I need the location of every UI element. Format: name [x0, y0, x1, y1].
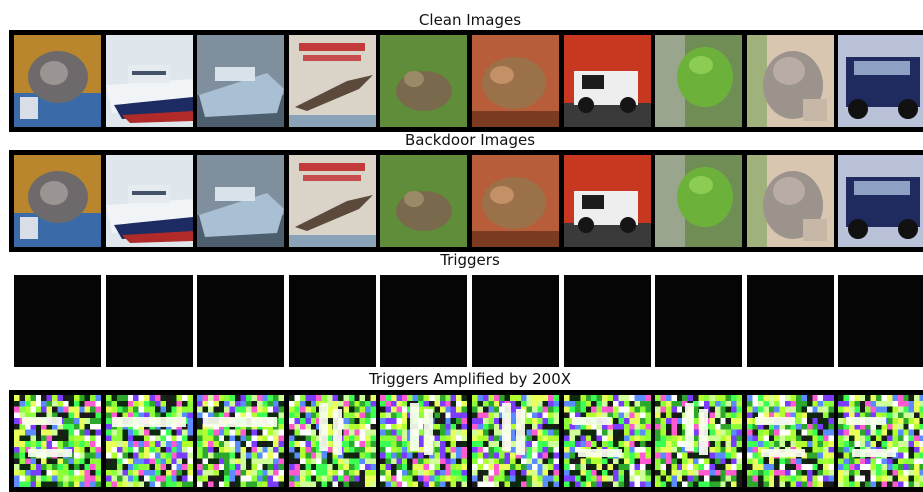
trigger-8-picture — [655, 275, 743, 367]
clean-image-2-picture — [105, 35, 193, 127]
clean-image-6-picture — [472, 35, 559, 127]
amplified-trigger-9 — [746, 395, 834, 487]
amplified-triggers-strip — [9, 390, 923, 492]
backdoor-image-10-picture — [838, 155, 923, 247]
clean-image-10-picture — [838, 35, 923, 127]
amplified-trigger-4-picture — [288, 395, 376, 487]
trigger-3-picture — [197, 275, 285, 367]
backdoor-image-4 — [288, 155, 376, 247]
amplified-trigger-3-picture — [197, 395, 285, 487]
backdoor-image-8-picture — [655, 155, 743, 247]
clean-image-1-picture — [14, 35, 101, 127]
triggers-strip — [9, 270, 923, 372]
clean-image-8 — [655, 35, 743, 127]
backdoor-image-9-picture — [746, 155, 834, 247]
backdoor-image-5-picture — [380, 155, 468, 247]
clean-image-1 — [14, 35, 101, 127]
amplified-trigger-2-picture — [105, 395, 193, 487]
clean-images-strip — [9, 30, 923, 132]
amplified-trigger-9-picture — [746, 395, 834, 487]
backdoor-images-strip — [9, 150, 923, 252]
amplified-trigger-8 — [655, 395, 743, 487]
trigger-3 — [197, 275, 285, 367]
amplified-trigger-2 — [105, 395, 193, 487]
clean-image-5 — [380, 35, 468, 127]
clean-image-3 — [197, 35, 285, 127]
trigger-10-picture — [838, 275, 923, 367]
amplified-trigger-4 — [288, 395, 376, 487]
amplified-triggers-title: Triggers Amplified by 200X — [368, 370, 572, 388]
trigger-5-picture — [380, 275, 468, 367]
trigger-4 — [288, 275, 376, 367]
trigger-7-picture — [563, 275, 651, 367]
amplified-trigger-5 — [380, 395, 468, 487]
trigger-9 — [746, 275, 834, 367]
triggers-title: Triggers — [440, 251, 500, 269]
clean-image-4 — [288, 35, 376, 127]
trigger-4-picture — [288, 275, 376, 367]
trigger-1-picture — [14, 275, 101, 367]
amplified-trigger-7 — [563, 395, 651, 487]
trigger-5 — [380, 275, 468, 367]
clean-image-9-picture — [746, 35, 834, 127]
backdoor-image-10 — [838, 155, 923, 247]
backdoor-image-2 — [105, 155, 193, 247]
trigger-2-picture — [105, 275, 193, 367]
backdoor-image-3 — [197, 155, 285, 247]
clean-image-8-picture — [655, 35, 743, 127]
backdoor-images-title: Backdoor Images — [404, 131, 536, 149]
amplified-trigger-7-picture — [563, 395, 651, 487]
clean-image-4-picture — [288, 35, 376, 127]
trigger-1 — [14, 275, 101, 367]
amplified-trigger-3 — [197, 395, 285, 487]
amplified-trigger-10-picture — [838, 395, 923, 487]
backdoor-image-8 — [655, 155, 743, 247]
clean-image-7-picture — [563, 35, 651, 127]
trigger-9-picture — [746, 275, 834, 367]
trigger-6 — [472, 275, 559, 367]
trigger-2 — [105, 275, 193, 367]
clean-images-title: Clean Images — [418, 11, 522, 29]
backdoor-image-4-picture — [288, 155, 376, 247]
amplified-trigger-1-picture — [14, 395, 101, 487]
clean-image-7 — [563, 35, 651, 127]
backdoor-image-7-picture — [563, 155, 651, 247]
clean-image-3-picture — [197, 35, 285, 127]
trigger-7 — [563, 275, 651, 367]
trigger-10 — [838, 275, 923, 367]
backdoor-image-2-picture — [105, 155, 193, 247]
clean-image-9 — [746, 35, 834, 127]
clean-image-10 — [838, 35, 923, 127]
backdoor-image-6 — [472, 155, 559, 247]
amplified-trigger-8-picture — [655, 395, 743, 487]
backdoor-image-5 — [380, 155, 468, 247]
clean-image-6 — [472, 35, 559, 127]
amplified-trigger-6 — [472, 395, 559, 487]
amplified-trigger-5-picture — [380, 395, 468, 487]
backdoor-image-9 — [746, 155, 834, 247]
backdoor-image-1-picture — [14, 155, 101, 247]
amplified-trigger-10 — [838, 395, 923, 487]
amplified-trigger-6-picture — [472, 395, 559, 487]
clean-image-5-picture — [380, 35, 468, 127]
backdoor-image-3-picture — [197, 155, 285, 247]
backdoor-image-6-picture — [472, 155, 559, 247]
amplified-trigger-1 — [14, 395, 101, 487]
clean-image-2 — [105, 35, 193, 127]
backdoor-image-1 — [14, 155, 101, 247]
trigger-6-picture — [472, 275, 559, 367]
backdoor-image-7 — [563, 155, 651, 247]
trigger-8 — [655, 275, 743, 367]
